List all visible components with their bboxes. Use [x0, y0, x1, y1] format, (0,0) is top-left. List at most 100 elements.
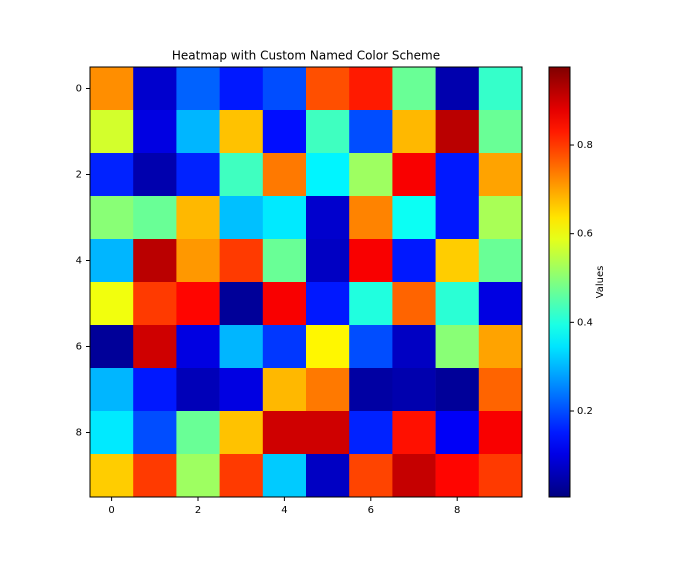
heatmap-cell — [392, 454, 436, 498]
heatmap-cell — [176, 67, 220, 111]
heatmap-cell — [176, 110, 220, 154]
y-tick-label: 0 — [76, 84, 82, 95]
heatmap-cell — [219, 454, 264, 498]
heatmap-cell — [435, 411, 480, 455]
plot-frame — [89, 66, 523, 498]
heatmap-cell — [306, 411, 350, 455]
y-tick-label: 4 — [76, 256, 82, 267]
heatmap-cell — [219, 411, 264, 455]
heatmap-cell — [133, 67, 177, 111]
heatmap-cell — [349, 454, 393, 498]
heatmap-cell — [90, 67, 134, 111]
heatmap-cell — [90, 368, 134, 412]
heatmap-cell — [219, 368, 264, 412]
colorbar-tick-label: 0.8 — [577, 140, 593, 151]
heatmap-cell — [478, 196, 523, 240]
heatmap-cell — [262, 196, 307, 240]
heatmap-cell — [392, 196, 436, 240]
heatmap-cell — [392, 67, 436, 111]
heatmap-cell — [262, 239, 307, 283]
heatmap-cell — [90, 411, 134, 455]
heatmap-cell — [435, 454, 480, 498]
heatmap-cell — [349, 110, 393, 154]
x-tick-label: 6 — [368, 505, 374, 516]
heatmap-cell — [262, 454, 307, 498]
heatmap-cell — [176, 411, 220, 455]
heatmap-cell — [349, 239, 393, 283]
heatmap-cell — [435, 196, 480, 240]
heatmap-cell — [349, 282, 393, 326]
heatmap-cell — [392, 411, 436, 455]
heatmap-cell — [478, 67, 523, 111]
heatmap-cell — [306, 282, 350, 326]
heatmap-cell — [176, 368, 220, 412]
heatmap-cell — [392, 282, 436, 326]
heatmap-cell — [392, 239, 436, 283]
heatmap-cell — [478, 454, 523, 498]
heatmap-cell — [133, 411, 177, 455]
heatmap-cell — [349, 368, 393, 412]
heatmap-cell — [435, 239, 480, 283]
heatmap-cell — [90, 239, 134, 283]
heatmap-cell — [176, 196, 220, 240]
heatmap-cell — [435, 368, 480, 412]
heatmap-cell — [392, 153, 436, 197]
heatmap-cell — [219, 239, 264, 283]
heatmap-cell — [133, 368, 177, 412]
heatmap-cell — [435, 325, 480, 369]
heatmap-cell — [133, 153, 177, 197]
heatmap-cell — [435, 67, 480, 111]
colorbar — [548, 66, 571, 498]
y-tick-label: 2 — [76, 170, 82, 181]
heatmap-cell — [262, 282, 307, 326]
heatmap-cell — [392, 110, 436, 154]
heatmap-cell — [349, 153, 393, 197]
heatmap-cell — [349, 67, 393, 111]
heatmap-cell — [306, 153, 350, 197]
colorbar-label: Values — [595, 266, 606, 299]
heatmap-cell — [219, 325, 264, 369]
heatmap-cell — [435, 282, 480, 326]
heatmap-cell — [133, 282, 177, 326]
heatmap-cell — [262, 325, 307, 369]
heatmap-cell — [176, 239, 220, 283]
heatmap-cell — [90, 110, 134, 154]
heatmap-cell — [133, 325, 177, 369]
heatmap-cell — [262, 153, 307, 197]
heatmap-cell — [176, 454, 220, 498]
heatmap-cell — [349, 325, 393, 369]
heatmap-cell — [262, 411, 307, 455]
colorbar-tick-label: 0.4 — [577, 317, 593, 328]
heatmap-cell — [478, 368, 523, 412]
heatmap-cell — [176, 153, 220, 197]
heatmap-cell — [392, 325, 436, 369]
heatmap-cell — [262, 110, 307, 154]
chart-title: Heatmap with Custom Named Color Scheme — [172, 49, 440, 63]
heatmap-cell — [90, 454, 134, 498]
heatmap-cell — [219, 196, 264, 240]
heatmap-cell — [90, 282, 134, 326]
heatmap-cell — [306, 454, 350, 498]
x-tick-label: 2 — [195, 505, 201, 516]
heatmap-cell — [219, 67, 264, 111]
heatmap-cell — [306, 196, 350, 240]
heatmap-cell — [262, 67, 307, 111]
x-tick-label: 4 — [281, 505, 287, 516]
heatmap-cell — [90, 196, 134, 240]
x-tick-label: 0 — [108, 505, 114, 516]
y-tick-label: 8 — [76, 428, 82, 439]
heatmap-cell — [133, 239, 177, 283]
heatmap-cell — [176, 282, 220, 326]
heatmap-cell — [478, 239, 523, 283]
heatmap-cell — [392, 368, 436, 412]
heatmap-cell — [349, 411, 393, 455]
heatmap-cell — [306, 368, 350, 412]
heatmap-cell — [478, 411, 523, 455]
heatmap-cell — [478, 153, 523, 197]
colorbar-tick-label: 0.6 — [577, 229, 593, 240]
heatmap-cell — [90, 153, 134, 197]
heatmap-cell — [349, 196, 393, 240]
heatmap-cell — [478, 282, 523, 326]
heatmap-cell — [219, 153, 264, 197]
